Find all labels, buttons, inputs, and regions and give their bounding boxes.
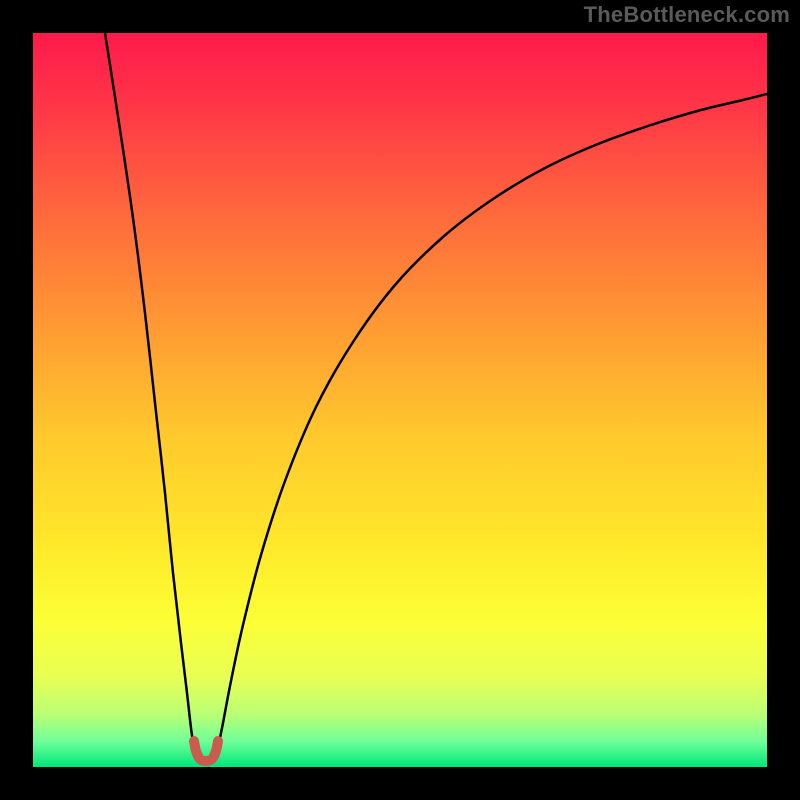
watermark-text: TheBottleneck.com <box>584 2 790 28</box>
curve-layer <box>33 33 767 767</box>
valley-marker <box>194 741 218 761</box>
bottleneck-curve-left <box>105 33 194 748</box>
chart-frame: TheBottleneck.com <box>0 0 800 800</box>
bottleneck-curve-right <box>218 94 767 748</box>
plot-area <box>33 33 767 767</box>
